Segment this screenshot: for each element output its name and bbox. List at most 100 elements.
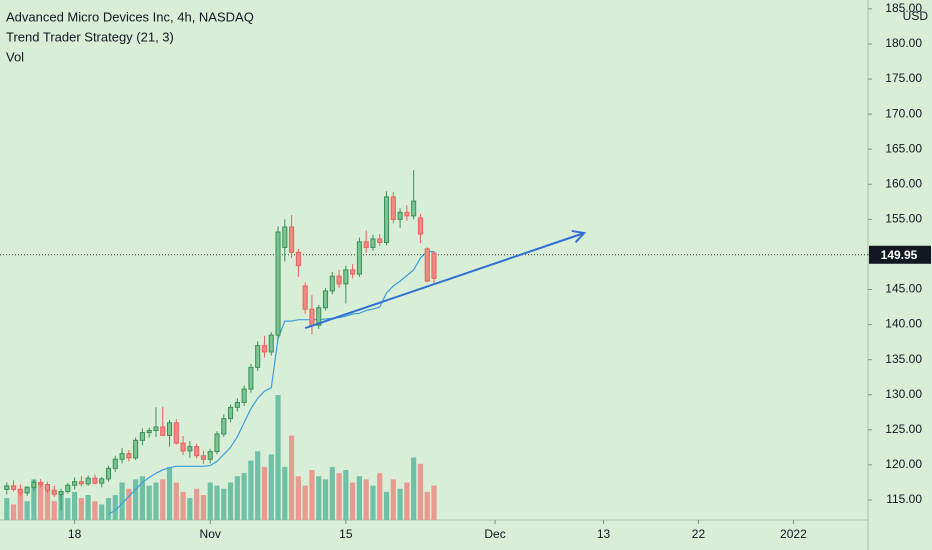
indicator-label: Trend Trader Strategy (21, 3): [6, 29, 174, 44]
volume-bar: [302, 485, 308, 520]
volume-bar: [187, 498, 193, 520]
y-tick-label: 160.00: [885, 176, 922, 190]
volume-bar: [234, 476, 240, 520]
x-tick-label: 2022: [780, 527, 807, 541]
candle-body: [99, 478, 105, 484]
volume-bar: [255, 451, 261, 520]
candle-body: [228, 406, 234, 420]
volume-bar: [417, 463, 424, 520]
x-tick-label: Nov: [200, 527, 221, 541]
candle-body: [248, 366, 254, 390]
candle-body: [11, 485, 17, 490]
volume-bar: [38, 482, 44, 520]
volume-bar: [404, 482, 410, 520]
volume-bar: [105, 498, 112, 520]
volume-bar: [160, 479, 166, 520]
volume-bar: [166, 466, 173, 520]
candle-body: [316, 307, 322, 326]
volume-bar: [350, 482, 356, 520]
volume-bar: [173, 482, 179, 520]
candle-body: [356, 241, 362, 275]
candle-body: [85, 477, 91, 485]
x-tick-label: Dec: [484, 527, 505, 541]
candle-body: [363, 241, 369, 248]
volume-bar: [72, 491, 78, 520]
volume-bar: [431, 485, 437, 520]
last-price-label: 149.95: [881, 248, 918, 262]
volume-bar: [112, 495, 118, 520]
volume-bar: [329, 466, 335, 520]
volume-bar: [397, 488, 403, 520]
candle-body: [377, 238, 383, 243]
volume-bar: [221, 488, 227, 520]
volume-bar: [411, 457, 417, 520]
y-tick-label: 170.00: [885, 106, 922, 120]
volume-bar: [227, 482, 234, 520]
candle-body: [397, 211, 403, 220]
volume-bar: [139, 476, 145, 520]
y-tick-label: 125.00: [885, 422, 922, 436]
volume-bar: [316, 476, 322, 520]
volume-bar: [295, 476, 301, 520]
candle-body: [207, 451, 213, 460]
currency-label: USD: [903, 9, 929, 23]
x-tick-label: 22: [692, 527, 706, 541]
candle-body: [282, 226, 288, 248]
candle-body: [133, 439, 139, 459]
candle-body: [302, 285, 308, 310]
volume-bar: [126, 488, 132, 520]
candle-body: [119, 453, 125, 460]
candle-body: [65, 484, 71, 493]
volume-bar: [383, 491, 390, 520]
volume-bar: [119, 482, 125, 520]
volume-bar: [370, 485, 376, 520]
chart-title: Advanced Micro Devices Inc, 4h, NASDAQ: [6, 9, 254, 24]
candle-body: [112, 458, 118, 469]
candle-body: [146, 429, 152, 434]
candle-body: [370, 238, 376, 248]
volume-bar: [65, 498, 71, 520]
candle-body: [126, 453, 132, 459]
y-tick-label: 140.00: [885, 317, 922, 331]
candle-body: [24, 486, 30, 494]
volume-bar: [248, 460, 254, 520]
candle-body: [153, 426, 159, 431]
candle-body: [44, 484, 51, 491]
candle-body: [166, 422, 173, 436]
last-price-box: [869, 245, 931, 264]
candle-body: [92, 477, 98, 484]
volume-bar: [241, 473, 247, 520]
volume-bar: [44, 485, 51, 520]
candle-body: [268, 334, 274, 353]
candle-body: [417, 217, 423, 235]
candle-body: [350, 269, 356, 275]
candle-body: [17, 488, 23, 494]
candle-body: [295, 251, 301, 267]
candle-body: [180, 442, 186, 452]
candle-body: [241, 388, 247, 403]
volume-bar: [180, 491, 186, 520]
candle-body: [234, 401, 240, 408]
volume-bar: [200, 495, 207, 520]
volume-bar: [214, 485, 220, 520]
volume-bar: [390, 479, 396, 520]
volume-label: Vol: [6, 49, 24, 64]
x-tick-label: 13: [597, 527, 611, 541]
volume-bar: [146, 485, 152, 520]
y-tick-label: 185.00: [885, 1, 922, 15]
y-tick-label: 155.00: [885, 212, 922, 226]
volume-bar: [153, 482, 159, 520]
candle-body: [105, 467, 112, 480]
indicator-line: [108, 251, 434, 515]
volume-bar: [4, 498, 10, 520]
volume-bar: [78, 498, 84, 520]
y-tick-label: 115.00: [886, 492, 922, 506]
candle-body: [78, 481, 84, 485]
candle-body: [322, 290, 329, 309]
candle-body: [51, 489, 57, 495]
volume-bar: [363, 479, 369, 520]
candle-body: [58, 491, 64, 495]
